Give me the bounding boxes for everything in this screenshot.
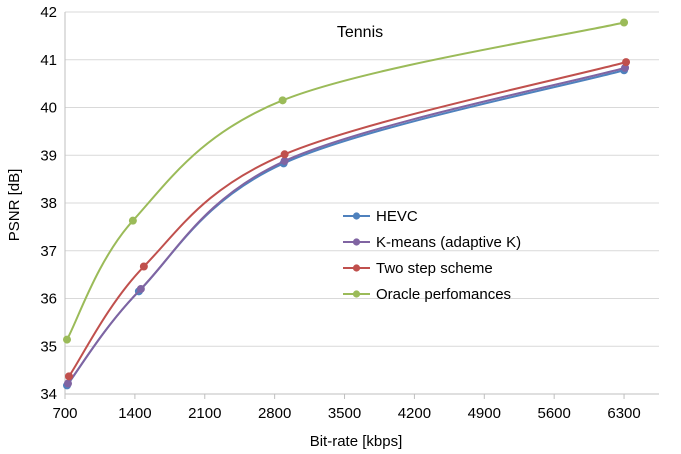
legend-swatch-marker [352, 290, 361, 298]
x-axis-title: Bit-rate [kbps] [310, 433, 403, 450]
series-two-step-scheme [64, 58, 631, 381]
y-tick-label: 39 [40, 147, 57, 164]
legend-item-k-means-adaptive-k: K-means (adaptive K) [343, 234, 521, 251]
series-line-k-means-adaptive-k [67, 66, 626, 385]
legend-item-two-step-scheme: Two step scheme [343, 260, 493, 277]
legend-item-hevc: HEVC [343, 208, 418, 225]
data-point-k-means-adaptive-k [63, 379, 72, 388]
legend-label: Two step scheme [376, 260, 493, 277]
data-point-oracle-perfomances [278, 96, 287, 105]
y-tick-label: 38 [40, 195, 57, 212]
series-line-oracle-perfomances [66, 21, 625, 341]
x-tick-label: 2100 [188, 405, 221, 422]
chart-title: Tennis [337, 24, 383, 41]
data-point-oracle-perfomances [128, 216, 137, 225]
legend: HEVC K-means (adaptive K) Two step scheme O… [343, 208, 521, 303]
y-tick-label: 42 [40, 4, 57, 21]
data-point-two-step-scheme [622, 58, 631, 67]
legend-swatch-marker [352, 264, 361, 272]
x-tick-label: 6300 [607, 405, 640, 422]
series-line-hevc [66, 69, 625, 387]
data-point-oracle-perfomances [620, 18, 629, 27]
legend-label: K-means (adaptive K) [376, 234, 521, 251]
legend-label: HEVC [376, 208, 418, 225]
legend-swatch-marker [352, 212, 361, 220]
series-k-means-adaptive-k [63, 63, 630, 388]
legend-item-oracle-perfomances: Oracle perfomances [343, 286, 511, 303]
y-tick-label: 40 [40, 100, 57, 117]
x-tick-label: 4900 [468, 405, 501, 422]
data-point-two-step-scheme [280, 150, 289, 159]
data-point-two-step-scheme [64, 372, 73, 381]
data-point-k-means-adaptive-k [280, 156, 289, 165]
x-tick-label: 700 [52, 405, 77, 422]
legend-swatch-marker [352, 238, 361, 246]
x-tick-label: 3500 [328, 405, 361, 422]
y-tick-label: 34 [40, 386, 57, 403]
y-tick-label: 35 [40, 338, 57, 355]
series-oracle-perfomances [62, 18, 629, 344]
axes [64, 12, 659, 399]
y-tick-label: 37 [40, 243, 57, 260]
data-point-two-step-scheme [139, 262, 148, 271]
data-point-oracle-perfomances [62, 335, 71, 344]
y-axis-title: PSNR [dB] [6, 169, 23, 242]
x-tick-label: 5600 [537, 405, 570, 422]
tick-labels: 34 35 36 37 38 39 40 41 42 700 1400 2100 2800 3500 420… [40, 4, 640, 422]
x-tick-label: 2800 [258, 405, 291, 422]
series-lines [62, 18, 631, 390]
gridlines [65, 11, 659, 347]
data-point-k-means-adaptive-k [136, 284, 145, 293]
y-tick-label: 41 [40, 52, 57, 69]
x-tick-label: 4200 [398, 405, 431, 422]
y-tick-label: 36 [40, 291, 57, 308]
legend-label: Oracle perfomances [376, 286, 511, 303]
series-line-two-step-scheme [68, 61, 627, 377]
series-hevc [62, 66, 629, 390]
x-tick-label: 1400 [118, 405, 151, 422]
